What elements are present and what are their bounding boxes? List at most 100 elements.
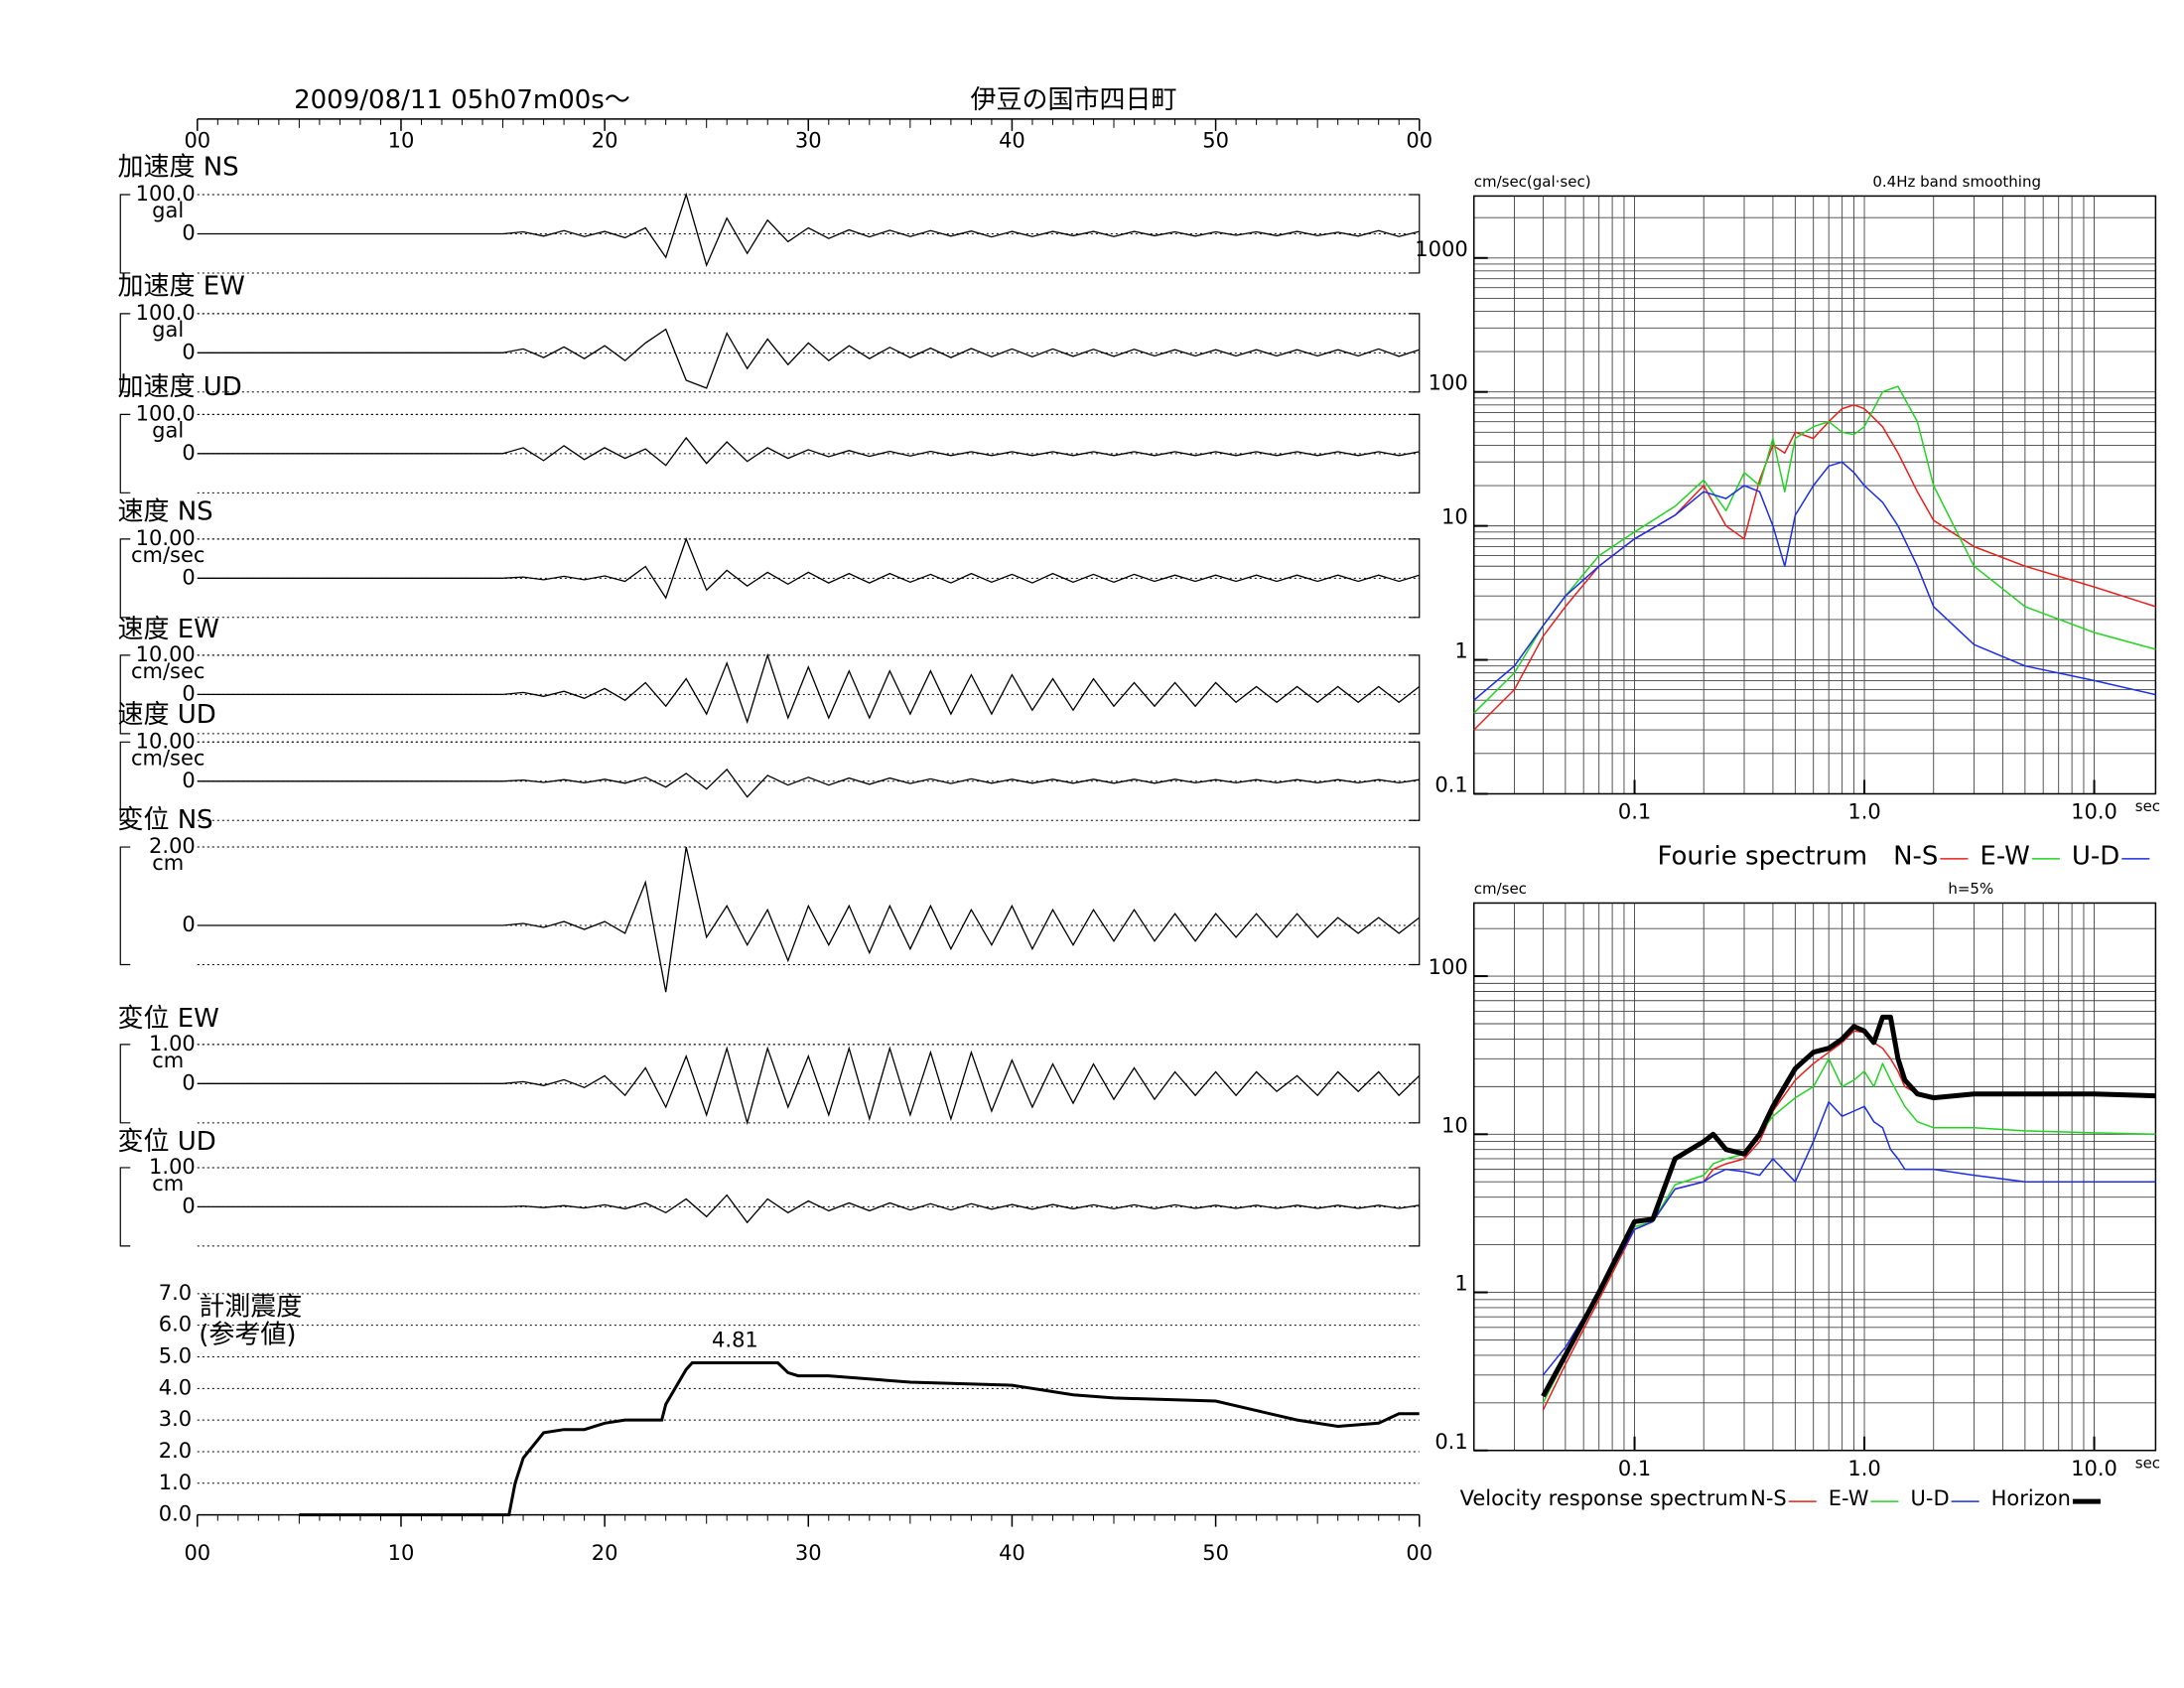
legend-label: N-S [1750,1486,1787,1510]
legend-title: Velocity response spectrum [1460,1486,1748,1510]
x-tick-label: 50 [1202,1541,1229,1565]
x-tick-label: 10.0 [2071,799,2117,823]
chart-title: 計測震度 [199,1292,302,1322]
y-tick-label: 5.0 [159,1343,192,1367]
y-tick-label: 0.0 [159,1502,192,1526]
y-tick-label: 10.00 [136,729,196,753]
spectrum-line [1542,1057,2156,1404]
x-tick-label: 0.1 [1618,1457,1651,1480]
intensity-line [299,1361,1420,1517]
trace-name: 変位 UD [117,1127,215,1157]
spectrum-line [1542,1101,2156,1376]
unit-label: cm [152,1049,184,1072]
waveform [197,436,1420,467]
y-tick-label: 0 [182,220,195,244]
x-tick-label: 0.1 [1618,799,1651,823]
y-tick-label: 4.0 [159,1375,192,1399]
y-tick-label: 1.00 [149,1032,196,1055]
y-tick-label: 0 [182,1070,195,1094]
unit-label: gal [152,199,184,222]
trace-name: 加速度 NS [117,153,238,183]
legend-label: Horizon [1991,1486,2071,1510]
trace-bracket [119,846,1421,966]
y-tick-label: 0.1 [1434,773,1467,796]
x-tick-label: 20 [592,1541,618,1565]
trace-name: 加速度 EW [117,272,244,302]
chart-note: 0.4Hz band smoothing [1872,173,2041,191]
y-tick-label: 100.0 [136,301,196,325]
station-name: 伊豆の国市四日町 [970,85,1176,115]
legend-label: U-D [1911,1486,1950,1510]
waveform [197,1046,1421,1126]
x-tick-label: 40 [999,128,1025,152]
x-tick-label: 30 [795,128,822,152]
x-tick-label: 30 [795,1541,822,1565]
chart-subtitle: (参考値) [199,1321,296,1350]
peak-label: 4.81 [712,1329,758,1352]
waveform [197,328,1420,389]
y-tick-label: 10.00 [136,526,196,550]
waveform [197,652,1421,725]
x-tick-label: 10 [388,128,415,152]
x-tick-label: 00 [184,128,210,152]
x-tick-label: 00 [1406,128,1433,152]
y-tick-label: 1000 [1415,237,1467,261]
waveform [197,1194,1420,1224]
x-tick-label: 00 [1406,1541,1433,1565]
trace-name: 加速度 UD [117,372,241,402]
chart-note: h=5% [1948,880,1993,898]
legend-label: E-W [1829,1486,1869,1510]
waveform [197,537,1420,600]
x-tick-label: 50 [1202,128,1229,152]
x-tick-label: 00 [184,1541,210,1565]
y-axis-label: cm/sec(gal·sec) [1474,173,1591,191]
y-tick-label: 2.00 [149,834,196,858]
unit-label: cm/sec [131,746,205,770]
y-tick-label: 0 [182,340,195,363]
y-tick-label: 0 [182,565,195,589]
y-tick-label: 0 [182,1194,195,1217]
x-axis-label: sec [2135,797,2160,815]
y-tick-label: 7.0 [159,1281,192,1305]
trace-name: 速度 EW [117,615,218,644]
y-tick-label: 100.0 [136,401,196,425]
unit-label: cm [152,1172,184,1196]
y-tick-label: 3.0 [159,1407,192,1431]
legend-label: E-W [1979,841,2029,871]
y-tick-label: 100 [1429,955,1468,979]
x-tick-label: 40 [999,1541,1025,1565]
y-tick-label: 100 [1429,371,1468,395]
spectrum-line [1473,385,2156,714]
y-tick-label: 0 [182,441,195,465]
y-axis-label: cm/sec [1474,880,1527,898]
y-tick-label: 10 [1441,1113,1468,1137]
unit-label: gal [152,418,184,442]
y-tick-label: 1 [1454,1272,1467,1296]
trace-name: 変位 NS [117,805,212,835]
y-tick-label: 0.1 [1434,1430,1467,1454]
unit-label: cm/sec [131,659,205,683]
y-tick-label: 2.0 [159,1439,192,1463]
x-tick-label: 10 [388,1541,415,1565]
y-tick-label: 10.00 [136,642,196,666]
trace-name: 速度 UD [117,700,215,730]
spectrum-line [1541,1014,2156,1398]
spectrum-line [1473,404,2156,731]
y-tick-label: 10 [1441,505,1468,529]
y-tick-label: 100.0 [136,182,196,206]
waveform [197,846,1421,993]
x-tick-label: 1.0 [1847,799,1880,823]
y-tick-label: 6.0 [159,1313,192,1336]
y-tick-label: 0 [182,913,195,936]
unit-label: cm/sec [131,543,205,567]
unit-label: cm [152,851,184,875]
y-tick-label: 1.00 [149,1155,196,1179]
y-tick-label: 1.0 [159,1471,192,1494]
chart-title: 2009/08/11 05h07m00s〜 [294,85,630,115]
waveform [197,768,1420,798]
spectrum-line [1473,461,2156,701]
trace-name: 変位 EW [117,1004,218,1034]
x-tick-label: 1.0 [1847,1457,1880,1480]
